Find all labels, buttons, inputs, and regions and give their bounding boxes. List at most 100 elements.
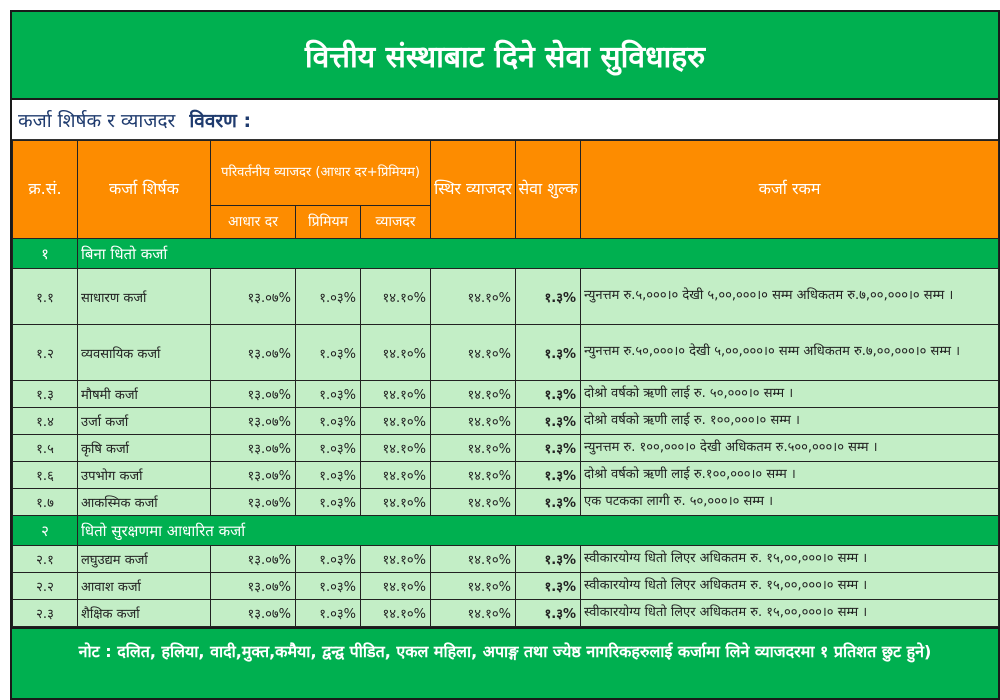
fixed-rate: १४.१०%	[430, 599, 517, 627]
note: नोट : दलित, हलिया, वादी,मुक्त,कमैया, द्व…	[12, 627, 998, 699]
group-row: २ धितो सुरक्षणमा आधारित कर्जा	[12, 515, 1000, 546]
header-variable-rate: परिवर्तनीय व्याजदर (आधार दर+प्रिमियम)	[209, 140, 432, 206]
section-heading: कर्जा शिर्षक र व्याजदर विवरण :	[12, 100, 998, 140]
row-sn: १.२	[12, 324, 78, 381]
premium: १.०३%	[295, 380, 361, 408]
interest-rate: १४.१०%	[359, 407, 432, 435]
fixed-rate: १४.१०%	[430, 545, 517, 573]
loan-amount: स्वीकारयोग्य धितो लिएर अधिकतम रु. १५,००,…	[580, 572, 1000, 600]
base-rate: १३.०७%	[210, 380, 296, 408]
loan-amount: न्युनत्तम रु.५०,०००।० देखी ५,००,०००।० सम…	[580, 324, 1000, 381]
base-rate: १३.०७%	[210, 488, 296, 516]
loan-name: साधारण कर्जा	[77, 268, 211, 325]
fixed-rate: १४.१०%	[430, 572, 517, 600]
row-sn: १.३	[12, 380, 78, 408]
loan-name: कृषि कर्जा	[77, 434, 211, 462]
premium: १.०३%	[295, 545, 361, 573]
interest-rate: १४.१०%	[359, 434, 432, 462]
header-premium: प्रिमियम	[295, 205, 361, 239]
service-fee: १.३%	[515, 407, 582, 435]
premium: १.०३%	[295, 268, 361, 325]
base-rate: १३.०७%	[210, 407, 296, 435]
group-sn: १	[12, 238, 78, 269]
premium: १.०३%	[295, 599, 361, 627]
table-row: १.५ कृषि कर्जा १३.०७% १.०३% १४.१०% १४.१०% १.३%…	[12, 434, 1000, 462]
base-rate: १३.०७%	[210, 461, 296, 489]
base-rate: १३.०७%	[210, 572, 296, 600]
service-fee: १.३%	[515, 572, 582, 600]
header-loan-title: कर्जा शिर्षक	[77, 140, 211, 239]
premium: १.०३%	[295, 434, 361, 462]
loan-amount: दोश्रो वर्षको ऋणी लाई रु. ५०,०००।० सम्म …	[580, 380, 1000, 408]
row-sn: १.४	[12, 407, 78, 435]
interest-rate: १४.१०%	[359, 461, 432, 489]
header-loan-amount: कर्जा रकम	[580, 140, 1000, 239]
group-name: धितो सुरक्षणमा आधारित कर्जा	[76, 515, 1000, 546]
loan-amount: न्युनत्तम रु.५,०००।० देखी ५,००,०००।० सम्…	[580, 268, 1000, 325]
group-name: बिना धितो कर्जा	[76, 238, 1000, 269]
base-rate: १३.०७%	[210, 545, 296, 573]
table-row: २.३ शैक्षिक कर्जा १३.०७% १.०३% १४.१०% १४.१०% १…	[12, 599, 1000, 627]
service-fee: १.३%	[515, 380, 582, 408]
service-fee: १.३%	[515, 488, 582, 516]
table-row: १.३ मौषमी कर्जा १३.०७% १.०३% १४.१०% १४.१०% १.३…	[12, 380, 1000, 408]
group-sn: २	[12, 515, 78, 546]
loan-name: मौषमी कर्जा	[77, 380, 211, 408]
interest-rate: १४.१०%	[359, 572, 432, 600]
fixed-rate: १४.१०%	[430, 461, 517, 489]
loan-amount: दोश्रो वर्षको ऋणी लाई रु. १००,०००।० सम्म…	[580, 407, 1000, 435]
header-service-fee: सेवा शुल्क	[515, 140, 582, 239]
fixed-rate: १४.१०%	[430, 268, 517, 325]
loan-amount: न्युनत्तम रु. १००,०००।० देखी अधिकतम रु.५…	[580, 434, 1000, 462]
group-row: १ बिना धितो कर्जा	[12, 238, 1000, 269]
table-row: १.४ उर्जा कर्जा १३.०७% १.०३% १४.१०% १४.१०% १.३…	[12, 407, 1000, 435]
header-fixed-rate: स्थिर व्याजदर	[430, 140, 517, 239]
header-base-rate: आधार दर	[210, 205, 296, 239]
row-sn: १.५	[12, 434, 78, 462]
service-fee: १.३%	[515, 324, 582, 381]
loan-amount: स्वीकारयोग्य धितो लिएर अधिकतम रु. १५,००,…	[580, 545, 1000, 573]
fixed-rate: १४.१०%	[430, 380, 517, 408]
table-row: २.१ लघुउद्यम कर्जा १३.०७% १.०३% १४.१०% १४.१०%…	[12, 545, 1000, 573]
service-fee: १.३%	[515, 461, 582, 489]
interest-rate: १४.१०%	[359, 488, 432, 516]
table-row: १.७ आकस्मिक कर्जा १३.०७% १.०३% १४.१०% १४.१०% १…	[12, 488, 1000, 516]
fixed-rate: १४.१०%	[430, 407, 517, 435]
table-row: १.२ व्यवसायिक कर्जा १३.०७% १.०३% १४.१०% १४.१०…	[12, 324, 1000, 381]
premium: १.०३%	[295, 572, 361, 600]
service-fee: १.३%	[515, 545, 582, 573]
table-row: १.१ साधारण कर्जा १३.०७% १.०३% १४.१०% १४.१०% १.…	[12, 268, 1000, 325]
row-sn: १.७	[12, 488, 78, 516]
row-sn: २.२	[12, 572, 78, 600]
page-title: वित्तीय संस्थाबाट दिने सेवा सुविधाहरु	[12, 12, 998, 100]
interest-rate: १४.१०%	[359, 545, 432, 573]
header-sn: क्र.सं.	[12, 140, 78, 239]
loan-table: क्र.सं. कर्जा शिर्षक परिवर्तनीय व्याजदर …	[12, 140, 1000, 627]
section-heading-bold: विवरण :	[189, 109, 252, 132]
loan-name: आकस्मिक कर्जा	[77, 488, 211, 516]
loan-name: आवाश कर्जा	[77, 572, 211, 600]
loan-name: व्यवसायिक कर्जा	[77, 324, 211, 381]
base-rate: १३.०७%	[210, 434, 296, 462]
loan-amount: दोश्रो वर्षको ऋणी लाई रु.१००,०००।० सम्म …	[580, 461, 1000, 489]
loan-name: लघुउद्यम कर्जा	[77, 545, 211, 573]
table-row: १.६ उपभोग कर्जा १३.०७% १.०३% १४.१०% १४.१०% १.३…	[12, 461, 1000, 489]
loan-name: उपभोग कर्जा	[77, 461, 211, 489]
fixed-rate: १४.१०%	[430, 324, 517, 381]
loan-amount: स्वीकारयोग्य धितो लिएर अधिकतम रु. १५,००,…	[580, 599, 1000, 627]
fixed-rate: १४.१०%	[430, 434, 517, 462]
header-rate: व्याजदर	[359, 205, 432, 239]
row-sn: १.६	[12, 461, 78, 489]
base-rate: १३.०७%	[210, 599, 296, 627]
loan-name: शैक्षिक कर्जा	[77, 599, 211, 627]
section-heading-label: कर्जा शिर्षक र व्याजदर	[18, 109, 176, 132]
base-rate: १३.०७%	[210, 324, 296, 381]
base-rate: १३.०७%	[210, 268, 296, 325]
row-sn: २.३	[12, 599, 78, 627]
fixed-rate: १४.१०%	[430, 488, 517, 516]
service-fee: १.३%	[515, 434, 582, 462]
premium: १.०३%	[295, 461, 361, 489]
interest-rate: १४.१०%	[359, 599, 432, 627]
service-fee: १.३%	[515, 268, 582, 325]
row-sn: १.१	[12, 268, 78, 325]
